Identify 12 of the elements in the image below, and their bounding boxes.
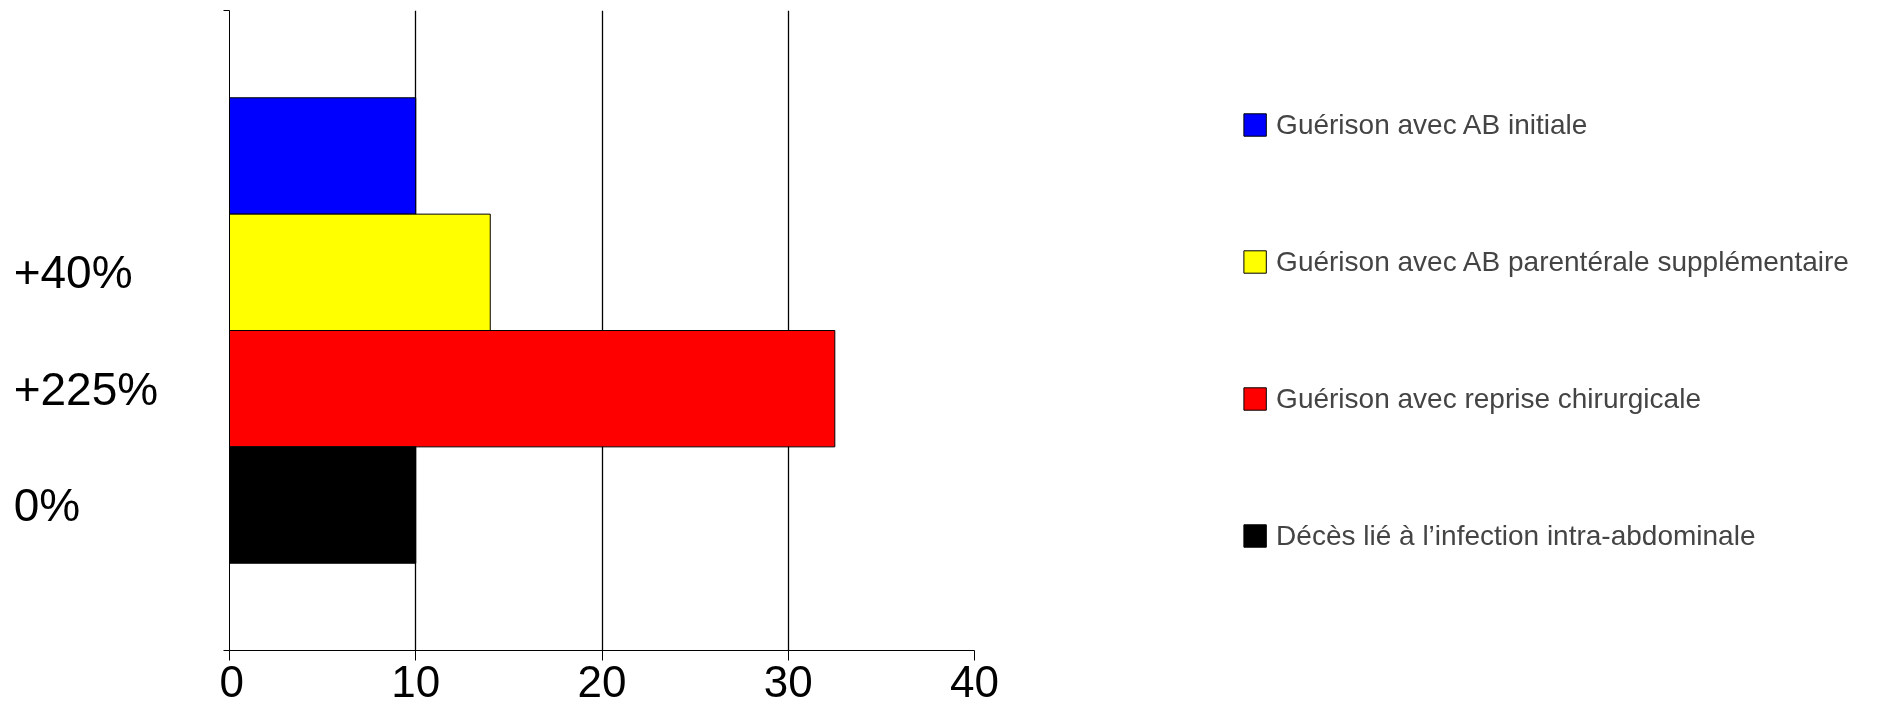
legend-label: Décès lié à l’infection intra-abdominale bbox=[1276, 519, 1756, 552]
x-tick-label: 10 bbox=[391, 656, 441, 706]
x-tick-label: 20 bbox=[577, 656, 627, 706]
x-tick-label: 40 bbox=[950, 656, 999, 706]
x-tick-label: 30 bbox=[763, 656, 813, 706]
legend-label: Guérison avec AB parentérale supplémentaire bbox=[1276, 245, 1849, 278]
legend-label: Guérison avec AB initiale bbox=[1276, 108, 1588, 141]
text: 0% bbox=[13, 479, 81, 532]
text: +40% bbox=[13, 246, 133, 299]
x-tick-label: 0 bbox=[219, 656, 244, 706]
text: +225% bbox=[13, 362, 159, 415]
legend-label: Guérison avec reprise chirurgicale bbox=[1276, 382, 1701, 415]
